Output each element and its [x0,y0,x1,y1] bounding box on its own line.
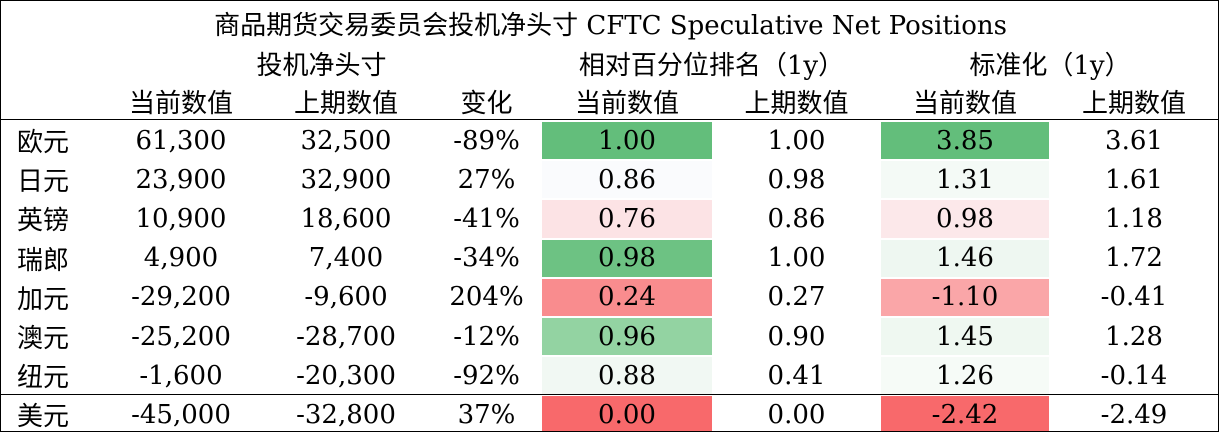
footer-rule [1,394,1218,395]
cell: 1.18 [1049,200,1218,238]
cell: -20,300 [261,357,431,395]
cell: 1.26 [881,357,1049,395]
row-label: 英镑 [17,206,70,237]
cell: -34% [431,239,542,277]
cell: -89% [431,122,542,160]
table-title: 商品期货交易委员会投机净头寸 CFTC Speculative Net Posi… [214,10,1007,41]
column-header: 上期数值 [1081,88,1186,119]
cell: 32,900 [261,161,431,199]
cell: -0.14 [1049,357,1218,395]
cell: 0.98 [542,239,712,277]
column-header: 上期数值 [293,88,398,119]
cell: 61,300 [101,122,261,160]
cell: -25,200 [101,318,261,356]
cell: 37% [431,396,542,431]
cell: 0.98 [881,200,1049,238]
cell: 3.61 [1049,122,1218,160]
column-header: 变化 [460,88,513,119]
cell: 32,500 [261,122,431,160]
cell: 204% [431,278,542,316]
column-header: 当前数值 [912,88,1017,119]
cell: -92% [431,357,542,395]
cell: -2.42 [881,396,1049,431]
cell: -12% [431,318,542,356]
cell: 1.61 [1049,161,1218,199]
cell: 0.27 [712,278,881,316]
column-header: 当前数值 [128,88,233,119]
cell: 7,400 [261,239,431,277]
cell: 0.76 [542,200,712,238]
cell: -1,600 [101,357,261,395]
cell: -2.49 [1049,396,1218,431]
cell: 0.86 [712,200,881,238]
cell: -29,200 [101,278,261,316]
cell: 0.24 [542,278,712,316]
cell: 18,600 [261,200,431,238]
cell: 3.85 [881,122,1049,160]
cell: -45,000 [101,396,261,431]
cell: 0.86 [542,161,712,199]
cell: 0.96 [542,318,712,356]
cell: 1.72 [1049,239,1218,277]
cell: 10,900 [101,200,261,238]
row-label: 加元 [17,284,70,315]
row-label: 澳元 [17,324,70,355]
cell: -1.10 [881,278,1049,316]
cell: 1.31 [881,161,1049,199]
cell: 1.46 [881,239,1049,277]
cell: 0.88 [542,357,712,395]
row-label: 欧元 [17,128,70,159]
cell: 27% [431,161,542,199]
cell: 4,900 [101,239,261,277]
cell: 0.41 [712,357,881,395]
cell: 0.00 [542,396,712,431]
group-header: 标准化（1y） [969,50,1131,81]
row-label: 日元 [17,167,70,198]
cell: 0.98 [712,161,881,199]
cell: -32,800 [261,396,431,431]
row-label: 瑞郎 [17,245,70,276]
cell: 0.00 [712,396,881,431]
cell: 1.00 [712,239,881,277]
cell: 0.90 [712,318,881,356]
column-header: 上期数值 [744,88,849,119]
cell: -9,600 [261,278,431,316]
group-header: 相对百分位排名（1y） [578,50,845,81]
row-label: 纽元 [17,363,70,394]
cell: 1.00 [712,122,881,160]
cell: 1.45 [881,318,1049,356]
cell: -0.41 [1049,278,1218,316]
cell: -28,700 [261,318,431,356]
cell: 1.00 [542,122,712,160]
column-header: 当前数值 [574,88,679,119]
header-rule [1,119,1218,120]
cell: 23,900 [101,161,261,199]
cell: -41% [431,200,542,238]
cell: 1.28 [1049,318,1218,356]
row-label: 美元 [17,402,70,432]
group-header: 投机净头寸 [256,50,387,81]
